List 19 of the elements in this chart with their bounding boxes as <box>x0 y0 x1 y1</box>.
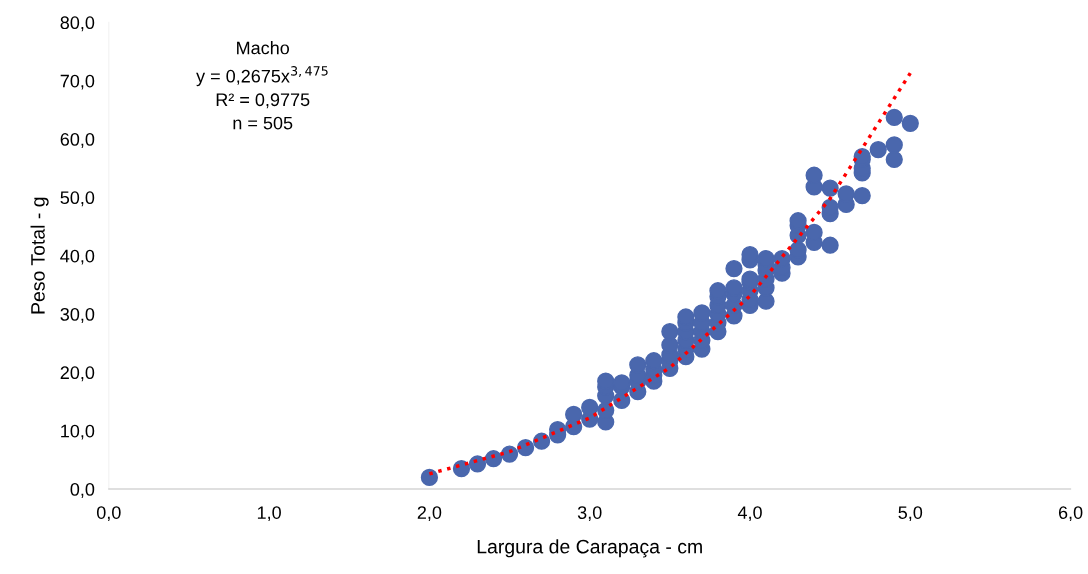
x-tick-label: 6,0 <box>1058 506 1083 522</box>
x-tick-label: 4,0 <box>737 506 762 522</box>
y-tick-label: 80,0 <box>60 16 95 32</box>
x-tick-label: 2,0 <box>417 506 442 522</box>
x-tick-label: 0,0 <box>96 506 121 522</box>
y-axis-title: Peso Total - g <box>30 197 49 314</box>
x-tick-label: 5,0 <box>898 506 923 522</box>
y-tick-label: 20,0 <box>60 366 95 382</box>
x-axis-title: Largura de Carapaça - cm <box>477 539 702 558</box>
y-tick-label: 50,0 <box>60 191 95 207</box>
x-tick-label: 1,0 <box>257 506 281 522</box>
y-tick-label: 30,0 <box>60 307 95 323</box>
y-tick-label: 70,0 <box>60 74 95 90</box>
x-tick-label: 3,0 <box>577 506 602 522</box>
y-tick-label: 40,0 <box>60 249 95 265</box>
y-tick-label: 60,0 <box>60 132 95 148</box>
y-tick-label: 0,0 <box>70 482 95 498</box>
text: Macho y = 0,2675x$^{3,475}$ R² = 0,9775 n = 505 <box>196 41 328 130</box>
y-tick-label: 10,0 <box>61 424 95 440</box>
